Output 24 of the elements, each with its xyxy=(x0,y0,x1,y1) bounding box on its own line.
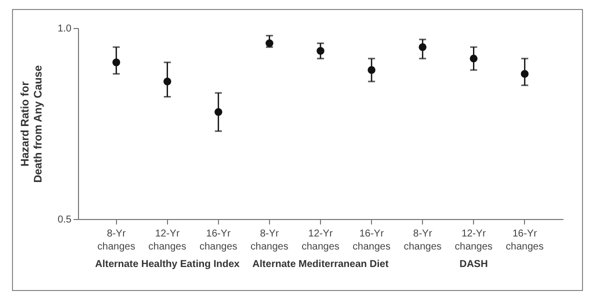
y-tick-label: 0.5 xyxy=(58,214,72,226)
x-tick-label: 8-Yr changes xyxy=(404,228,442,252)
text: Alternate Healthy Eating Index xyxy=(95,259,240,270)
x-tick-label: 8-Yr changes xyxy=(97,228,136,252)
point xyxy=(163,78,172,86)
point xyxy=(112,58,120,66)
x-tick-label: 8-Yr changes xyxy=(250,228,288,252)
y-tick-label: 1.0 xyxy=(58,24,72,34)
point xyxy=(214,108,222,116)
text: Alternate Mediterranean Diet xyxy=(252,259,390,270)
point xyxy=(368,66,376,74)
point xyxy=(418,43,426,51)
x-tick-label: 16-Yr changes xyxy=(506,228,544,252)
x-tick-label: 16-Yr changes xyxy=(352,228,390,252)
y-axis-title: Hazard Ratio for Death from Any Cause xyxy=(20,65,45,183)
text: DASH xyxy=(459,259,488,270)
point xyxy=(266,39,274,48)
point xyxy=(470,54,478,62)
x-tick-label: 16-Yr changes xyxy=(199,228,238,252)
point xyxy=(316,47,324,55)
x-tick-label: 12-Yr changes xyxy=(454,228,493,252)
x-tick-label: 12-Yr changes xyxy=(148,228,186,252)
point xyxy=(520,70,529,78)
x-tick-label: 12-Yr changes xyxy=(302,228,340,252)
